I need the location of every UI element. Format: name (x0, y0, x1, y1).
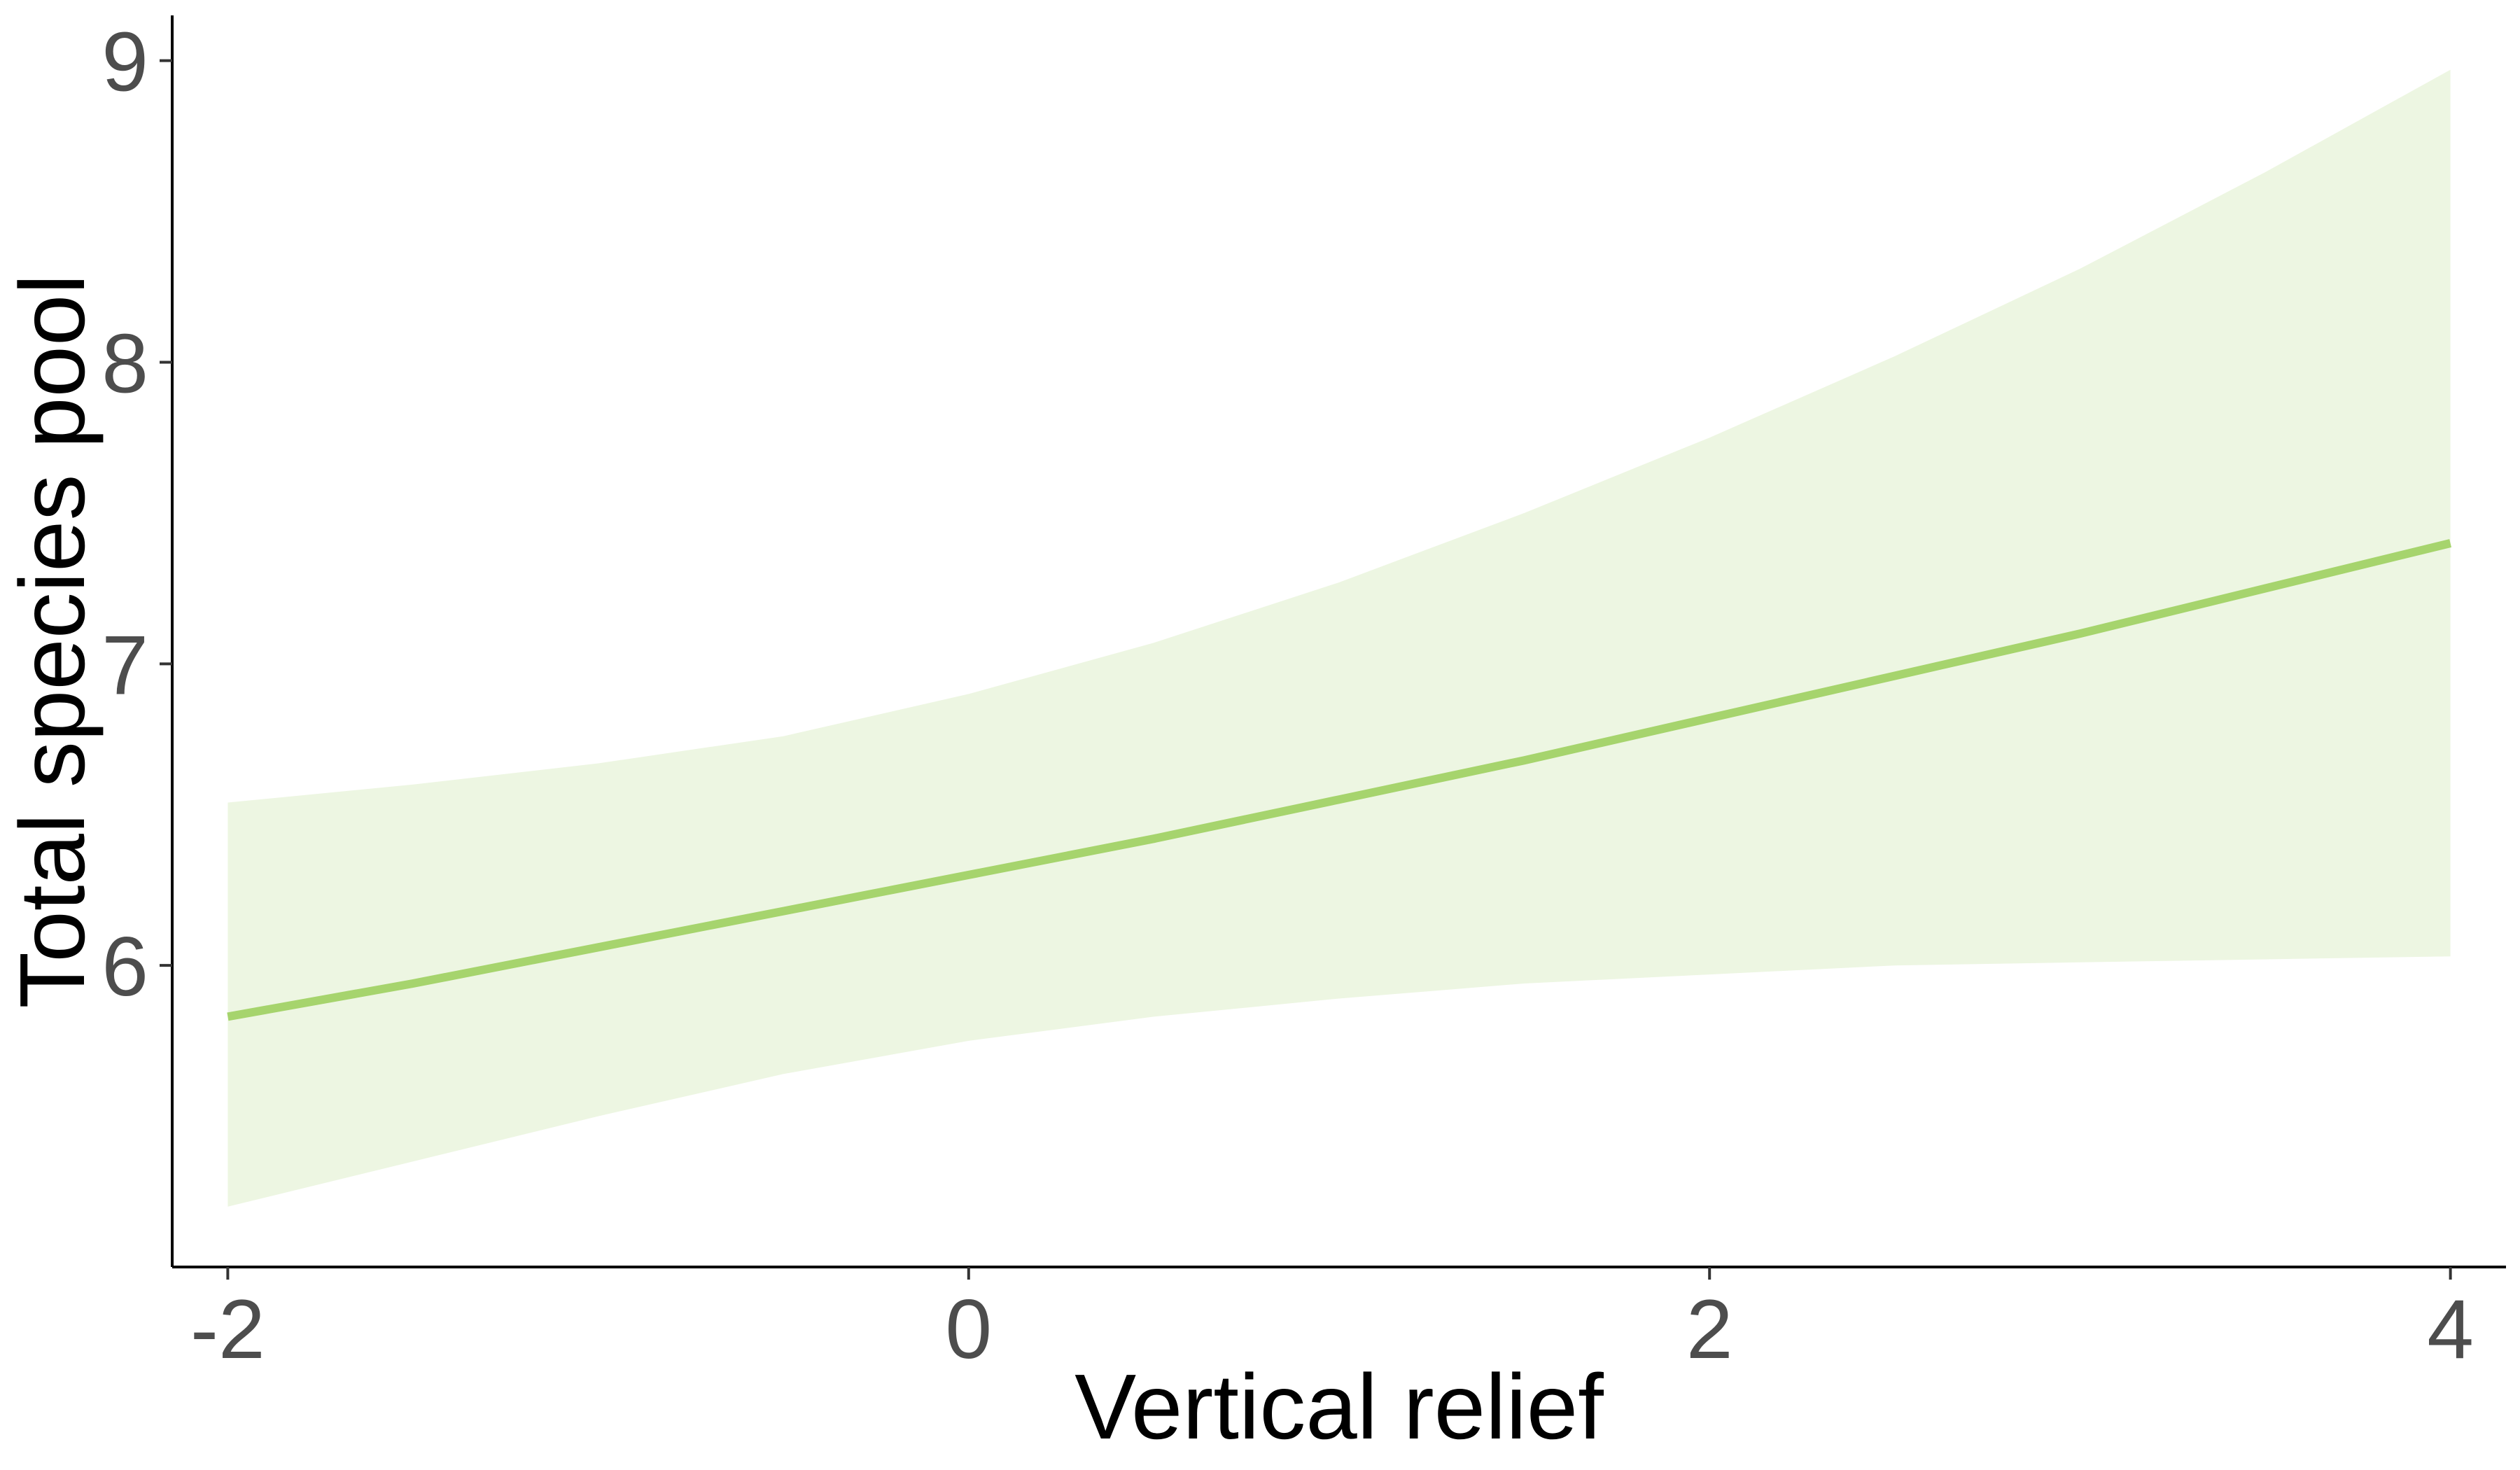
axes (171, 15, 2506, 1268)
y-axis-title: Total species pool (1, 274, 104, 1008)
y-axis-ticks: 6 7 8 9 (102, 15, 172, 1014)
x-axis-ticks: -2 0 2 4 (190, 1267, 2474, 1376)
confidence-band-layer (227, 69, 2451, 1207)
y-tick-label: 8 (102, 316, 148, 410)
x-tick-label: 4 (2427, 1282, 2474, 1376)
x-tick-label: -2 (190, 1282, 265, 1376)
y-tick-label: 9 (102, 15, 148, 109)
y-tick-label: 7 (102, 618, 148, 712)
trend-line-layer (227, 539, 2452, 1021)
x-tick-label: 0 (945, 1282, 992, 1376)
y-tick-label: 6 (102, 920, 148, 1014)
confidence-band (227, 69, 2451, 1207)
trend-line (227, 539, 2452, 1021)
x-axis-title: Vertical relief (1074, 1355, 1604, 1458)
x-tick-label: 2 (1686, 1282, 1733, 1376)
